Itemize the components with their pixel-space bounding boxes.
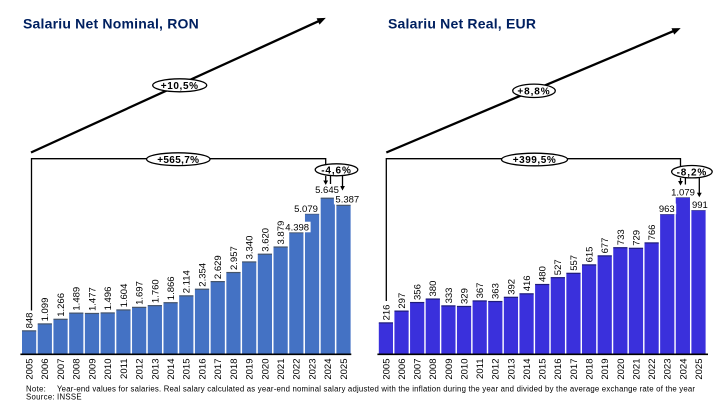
svg-text:416: 416 — [522, 275, 533, 291]
svg-text:392: 392 — [506, 279, 517, 295]
svg-text:2.957: 2.957 — [229, 246, 240, 270]
svg-text:615: 615 — [585, 247, 596, 263]
svg-text:Note:: Note: — [26, 385, 46, 394]
svg-text:1.866: 1.866 — [166, 276, 177, 300]
svg-text:+399,5%: +399,5% — [513, 155, 557, 166]
svg-text:INSSE: INSSE — [57, 393, 82, 402]
svg-text:3.340: 3.340 — [245, 236, 256, 260]
svg-text:3.620: 3.620 — [260, 228, 271, 252]
svg-text:2016: 2016 — [553, 359, 564, 380]
svg-text:2015: 2015 — [182, 359, 193, 380]
svg-text:356: 356 — [413, 284, 424, 300]
svg-text:2025: 2025 — [339, 359, 350, 380]
svg-text:1.079: 1.079 — [671, 187, 695, 198]
svg-text:2008: 2008 — [428, 359, 439, 380]
svg-text:2024: 2024 — [678, 359, 689, 380]
svg-text:2012: 2012 — [491, 359, 502, 380]
svg-text:2018: 2018 — [585, 359, 596, 380]
svg-text:1.099: 1.099 — [40, 298, 51, 322]
svg-text:733: 733 — [616, 229, 627, 245]
svg-text:2015: 2015 — [538, 359, 549, 380]
svg-text:2007: 2007 — [56, 359, 67, 380]
svg-text:363: 363 — [491, 283, 502, 299]
svg-text:2005: 2005 — [25, 359, 36, 380]
svg-text:963: 963 — [659, 204, 675, 215]
svg-text:329: 329 — [460, 288, 471, 304]
svg-text:2.354: 2.354 — [197, 263, 208, 287]
svg-text:+8,8%: +8,8% — [517, 86, 550, 97]
svg-text:5.645: 5.645 — [315, 185, 339, 196]
svg-text:2021: 2021 — [631, 359, 642, 380]
svg-text:677: 677 — [600, 238, 611, 254]
svg-text:557: 557 — [569, 255, 580, 271]
svg-text:2023: 2023 — [663, 359, 674, 380]
svg-text:2006: 2006 — [40, 359, 51, 380]
svg-text:2.114: 2.114 — [182, 270, 193, 293]
svg-text:Year-end values for salaries.: Year-end values for salaries. Real salar… — [57, 385, 695, 394]
svg-text:216: 216 — [381, 305, 392, 321]
svg-text:2017: 2017 — [569, 359, 580, 380]
svg-text:Salariu Net Nominal, RON: Salariu Net Nominal, RON — [23, 16, 199, 32]
svg-text:2012: 2012 — [135, 359, 146, 380]
svg-text:2020: 2020 — [260, 359, 271, 380]
svg-text:1.477: 1.477 — [87, 287, 98, 311]
svg-text:991: 991 — [692, 200, 708, 211]
svg-text:1.697: 1.697 — [135, 281, 146, 305]
svg-text:2014: 2014 — [166, 359, 177, 380]
svg-text:5.079: 5.079 — [294, 204, 318, 215]
svg-text:766: 766 — [647, 225, 658, 241]
svg-text:2023: 2023 — [308, 359, 319, 380]
svg-text:2022: 2022 — [647, 359, 658, 380]
svg-text:4.398: 4.398 — [285, 222, 309, 233]
svg-text:2011: 2011 — [119, 359, 130, 379]
svg-text:527: 527 — [553, 259, 564, 275]
svg-text:-8,2%: -8,2% — [677, 167, 708, 178]
svg-text:2.629: 2.629 — [213, 255, 224, 279]
svg-text:2011: 2011 — [475, 359, 486, 379]
svg-text:2025: 2025 — [694, 359, 705, 380]
svg-text:2009: 2009 — [444, 359, 455, 380]
svg-text:5.387: 5.387 — [335, 194, 359, 205]
svg-text:2010: 2010 — [103, 359, 114, 380]
svg-text:2018: 2018 — [229, 359, 240, 380]
svg-text:2021: 2021 — [276, 359, 287, 380]
svg-text:1.760: 1.760 — [150, 279, 161, 303]
svg-text:2022: 2022 — [292, 359, 303, 380]
svg-text:297: 297 — [397, 293, 408, 309]
svg-text:2017: 2017 — [213, 359, 224, 380]
svg-text:367: 367 — [475, 283, 486, 299]
svg-text:2016: 2016 — [197, 359, 208, 380]
svg-text:2019: 2019 — [600, 359, 611, 380]
svg-text:-4,6%: -4,6% — [321, 165, 352, 176]
svg-text:2020: 2020 — [616, 359, 627, 380]
svg-text:2005: 2005 — [381, 359, 392, 380]
svg-text:848: 848 — [25, 313, 36, 329]
svg-text:+10,5%: +10,5% — [161, 81, 199, 92]
svg-text:1.496: 1.496 — [103, 287, 114, 311]
svg-text:2013: 2013 — [506, 359, 517, 380]
svg-text:2024: 2024 — [323, 359, 334, 380]
svg-text:Source:: Source: — [26, 393, 55, 402]
svg-text:2010: 2010 — [460, 359, 471, 380]
svg-text:2006: 2006 — [397, 359, 408, 380]
svg-text:+565,7%: +565,7% — [157, 155, 199, 166]
svg-text:333: 333 — [444, 288, 455, 304]
svg-text:729: 729 — [631, 230, 642, 246]
svg-text:2008: 2008 — [72, 359, 83, 380]
svg-text:480: 480 — [538, 266, 549, 282]
svg-text:2019: 2019 — [245, 359, 256, 380]
svg-text:2013: 2013 — [150, 359, 161, 380]
svg-text:2014: 2014 — [522, 359, 533, 380]
svg-text:2009: 2009 — [87, 359, 98, 380]
svg-text:380: 380 — [428, 281, 439, 297]
svg-text:1.266: 1.266 — [56, 293, 67, 317]
svg-text:2007: 2007 — [413, 359, 424, 380]
svg-text:Salariu Net Real, EUR: Salariu Net Real, EUR — [388, 16, 536, 32]
svg-text:1.489: 1.489 — [72, 287, 83, 311]
svg-text:3.879: 3.879 — [276, 221, 287, 245]
svg-text:1.604: 1.604 — [119, 284, 130, 308]
